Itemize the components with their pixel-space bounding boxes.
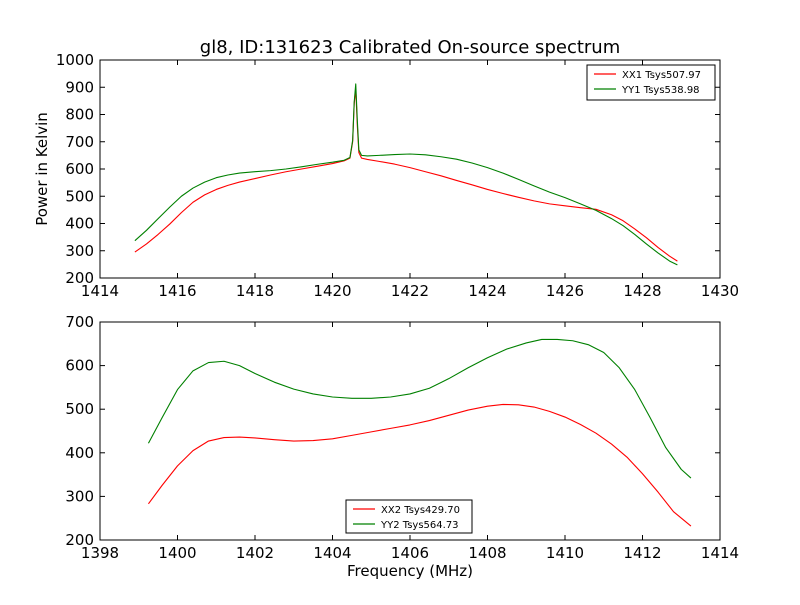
y-tick-label: 600 bbox=[65, 357, 94, 375]
series-line-xx2 bbox=[147, 403, 692, 527]
y-axis-label: Power in Kelvin bbox=[33, 112, 51, 226]
legend-label: XX1 Tsys507.97 bbox=[622, 70, 701, 81]
bottom-panel: 1398 1400 1402 1404 1406 1408 1410 1412 1414 200 3… bbox=[65, 313, 739, 562]
x-tick-label: 1416 bbox=[158, 282, 196, 300]
y-tick-label: 700 bbox=[65, 133, 94, 151]
x-tick-label: 1412 bbox=[623, 544, 661, 562]
y-tick-label: 1000 bbox=[56, 51, 94, 69]
x-tick-label: 1406 bbox=[391, 544, 429, 562]
x-tick-label: 1430 bbox=[701, 282, 739, 300]
legend-box bbox=[586, 64, 716, 101]
y-tick-label: 200 bbox=[65, 531, 94, 549]
legend: XX1 Tsys507.97 YY1 Tsys538.98 bbox=[586, 64, 716, 101]
x-tick-label: 1398 bbox=[81, 544, 119, 562]
x-tick-label: 1402 bbox=[236, 544, 274, 562]
y-tick-label: 500 bbox=[65, 400, 94, 418]
x-tick-label: 1408 bbox=[468, 544, 506, 562]
x-tick-label: 1418 bbox=[236, 282, 274, 300]
legend-label: YY1 Tsys538.98 bbox=[621, 85, 700, 96]
x-tick-label: 1414 bbox=[81, 282, 119, 300]
series-line-yy2 bbox=[147, 338, 692, 479]
legend-box bbox=[345, 499, 473, 534]
y-tick-label: 500 bbox=[65, 187, 94, 205]
x-tick-label: 1404 bbox=[313, 544, 351, 562]
series-line-yy1 bbox=[134, 83, 678, 266]
y-tick-label: 700 bbox=[65, 313, 94, 331]
x-tick-label: 1414 bbox=[701, 544, 739, 562]
legend-label: XX2 Tsys429.70 bbox=[381, 505, 460, 516]
legend-label: YY2 Tsys564.73 bbox=[380, 520, 459, 531]
y-tick-label: 800 bbox=[65, 106, 94, 124]
x-axis-label: Frequency (MHz) bbox=[347, 562, 473, 580]
x-tick-label: 1428 bbox=[623, 282, 661, 300]
legend: XX2 Tsys429.70 YY2 Tsys564.73 bbox=[345, 499, 473, 534]
x-tick-label: 1422 bbox=[391, 282, 429, 300]
y-tick-label: 400 bbox=[65, 444, 94, 462]
chart-title: gl8, ID:131623 Calibrated On-source spec… bbox=[200, 37, 620, 58]
x-tick-label: 1424 bbox=[468, 282, 506, 300]
y-tick-label: 300 bbox=[65, 487, 94, 505]
top-panel: 1414 1416 1418 1420 1422 1424 1426 1428 1430 200 3… bbox=[56, 51, 739, 300]
series-line-xx1 bbox=[134, 88, 678, 262]
y-tick-label: 400 bbox=[65, 215, 94, 233]
y-tick-label: 300 bbox=[65, 242, 94, 260]
y-tick-label: 600 bbox=[65, 160, 94, 178]
y-tick-label: 200 bbox=[65, 269, 94, 287]
y-tick-label: 900 bbox=[65, 78, 94, 96]
x-tick-label: 1426 bbox=[546, 282, 584, 300]
x-tick-label: 1400 bbox=[158, 544, 196, 562]
x-tick-label: 1420 bbox=[313, 282, 351, 300]
x-tick-label: 1410 bbox=[546, 544, 584, 562]
